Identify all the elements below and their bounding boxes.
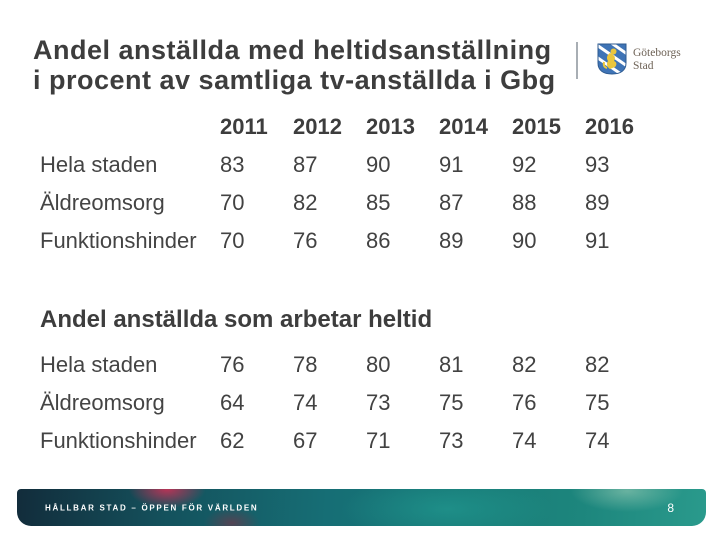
coat-of-arms-icon xyxy=(597,43,627,75)
value-cell: 82 xyxy=(293,190,318,215)
row-label: Hela staden xyxy=(40,152,158,177)
slide-title: Andel anställda med heltidsanställning i… xyxy=(33,35,556,95)
value-cell: 82 xyxy=(512,352,537,377)
value-cell: 76 xyxy=(512,390,537,415)
value-cell: 81 xyxy=(439,352,464,377)
table-arbetar-heltid: Hela staden 76 78 80 81 82 82 Äldreomsor… xyxy=(40,346,658,460)
footer-bar: HÅLLBAR STAD – ÖPPEN FÖR VÄRLDEN 8 xyxy=(17,489,706,526)
value-cell: 73 xyxy=(366,390,391,415)
page-number: 8 xyxy=(667,500,674,515)
value-cell: 92 xyxy=(512,152,537,177)
year-header: 2011 xyxy=(220,114,268,139)
value-cell: 91 xyxy=(585,228,610,253)
logo-wordmark: Göteborgs Stad xyxy=(633,47,681,73)
logo-divider xyxy=(576,42,578,79)
value-cell: 90 xyxy=(512,228,537,253)
value-cell: 88 xyxy=(512,190,537,215)
year-header: 2015 xyxy=(512,114,561,139)
value-cell: 74 xyxy=(293,390,318,415)
value-cell: 64 xyxy=(220,390,245,415)
value-cell: 85 xyxy=(366,190,391,215)
row-label: Funktionshinder xyxy=(40,428,197,453)
value-cell: 89 xyxy=(439,228,464,253)
value-cell: 87 xyxy=(293,152,318,177)
value-cell: 80 xyxy=(366,352,391,377)
year-header: 2016 xyxy=(585,114,634,139)
value-cell: 82 xyxy=(585,352,610,377)
table-corner-cell xyxy=(40,108,220,146)
year-header: 2013 xyxy=(366,114,415,139)
value-cell: 76 xyxy=(220,352,245,377)
value-cell: 62 xyxy=(220,428,245,453)
section-title-arbetar-heltid: Andel anställda som arbetar heltid xyxy=(40,306,433,333)
value-cell: 78 xyxy=(293,352,318,377)
value-cell: 75 xyxy=(439,390,464,415)
row-label: Hela staden xyxy=(40,352,158,377)
value-cell: 93 xyxy=(585,152,610,177)
row-label: Äldreomsorg xyxy=(40,390,165,415)
logo-wordmark-line1: Göteborgs xyxy=(633,47,681,59)
value-cell: 67 xyxy=(293,428,318,453)
value-cell: 86 xyxy=(366,228,391,253)
value-cell: 71 xyxy=(366,428,391,453)
footer-tagline: HÅLLBAR STAD – ÖPPEN FÖR VÄRLDEN xyxy=(45,503,259,512)
value-cell: 83 xyxy=(220,152,245,177)
year-header: 2012 xyxy=(293,114,342,139)
value-cell: 91 xyxy=(439,152,464,177)
value-cell: 76 xyxy=(293,228,318,253)
row-label: Äldreomsorg xyxy=(40,190,165,215)
value-cell: 87 xyxy=(439,190,464,215)
year-header: 2014 xyxy=(439,114,488,139)
value-cell: 74 xyxy=(512,428,537,453)
logo-wordmark-line2: Stad xyxy=(633,60,654,72)
goteborg-stad-logo: Göteborgs Stad xyxy=(597,43,681,75)
row-label: Funktionshinder xyxy=(40,228,197,253)
slide-title-line1: Andel anställda med heltidsanställning xyxy=(33,35,552,65)
value-cell: 75 xyxy=(585,390,610,415)
slide-title-line2: i procent av samtliga tv-anställda i Gbg xyxy=(33,65,556,95)
table-heltidsanstallning: 2011 2012 2013 2014 2015 2016 Hela stade… xyxy=(40,108,658,260)
value-cell: 70 xyxy=(220,228,245,253)
value-cell: 89 xyxy=(585,190,610,215)
value-cell: 70 xyxy=(220,190,245,215)
value-cell: 90 xyxy=(366,152,391,177)
value-cell: 73 xyxy=(439,428,464,453)
value-cell: 74 xyxy=(585,428,610,453)
